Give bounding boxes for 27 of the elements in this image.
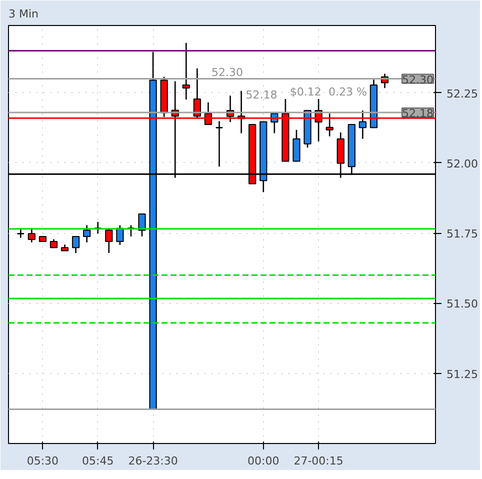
annotation: 0.23 % [328, 85, 367, 98]
y-tick-label: 51.25 [446, 368, 478, 381]
x-tick-label: 26-23:30 [128, 454, 178, 468]
candlestick [72, 236, 80, 254]
y-tick-label: 52.00 [446, 157, 478, 170]
candlestick [358, 110, 366, 140]
candlestick [292, 129, 300, 162]
ref-line-label: 52.30 [402, 73, 434, 86]
chart-title: 3 Min [8, 8, 39, 20]
candlestick [215, 120, 224, 168]
candlestick [138, 213, 146, 238]
candlestick [28, 227, 36, 244]
x-tick-label: 00:00 [248, 454, 280, 468]
x-tick-label: 05:45 [82, 454, 114, 468]
candlestick [182, 42, 190, 100]
y-tick-label: 51.50 [446, 298, 478, 311]
candlestick [105, 227, 113, 254]
ref-line-label: 52.18 [402, 106, 434, 120]
candlestick [16, 227, 25, 239]
x-tick-label: 27-00:15 [294, 454, 344, 468]
x-tick-label: 05:30 [26, 454, 59, 468]
y-tick-label: 52.25 [446, 87, 478, 100]
y-tick-label: 51.75 [446, 228, 478, 241]
annotation: 52.30 [212, 66, 244, 79]
candlestick [83, 224, 91, 244]
annotation: $0.12 [290, 85, 322, 98]
annotation: 52.18 [246, 88, 278, 102]
